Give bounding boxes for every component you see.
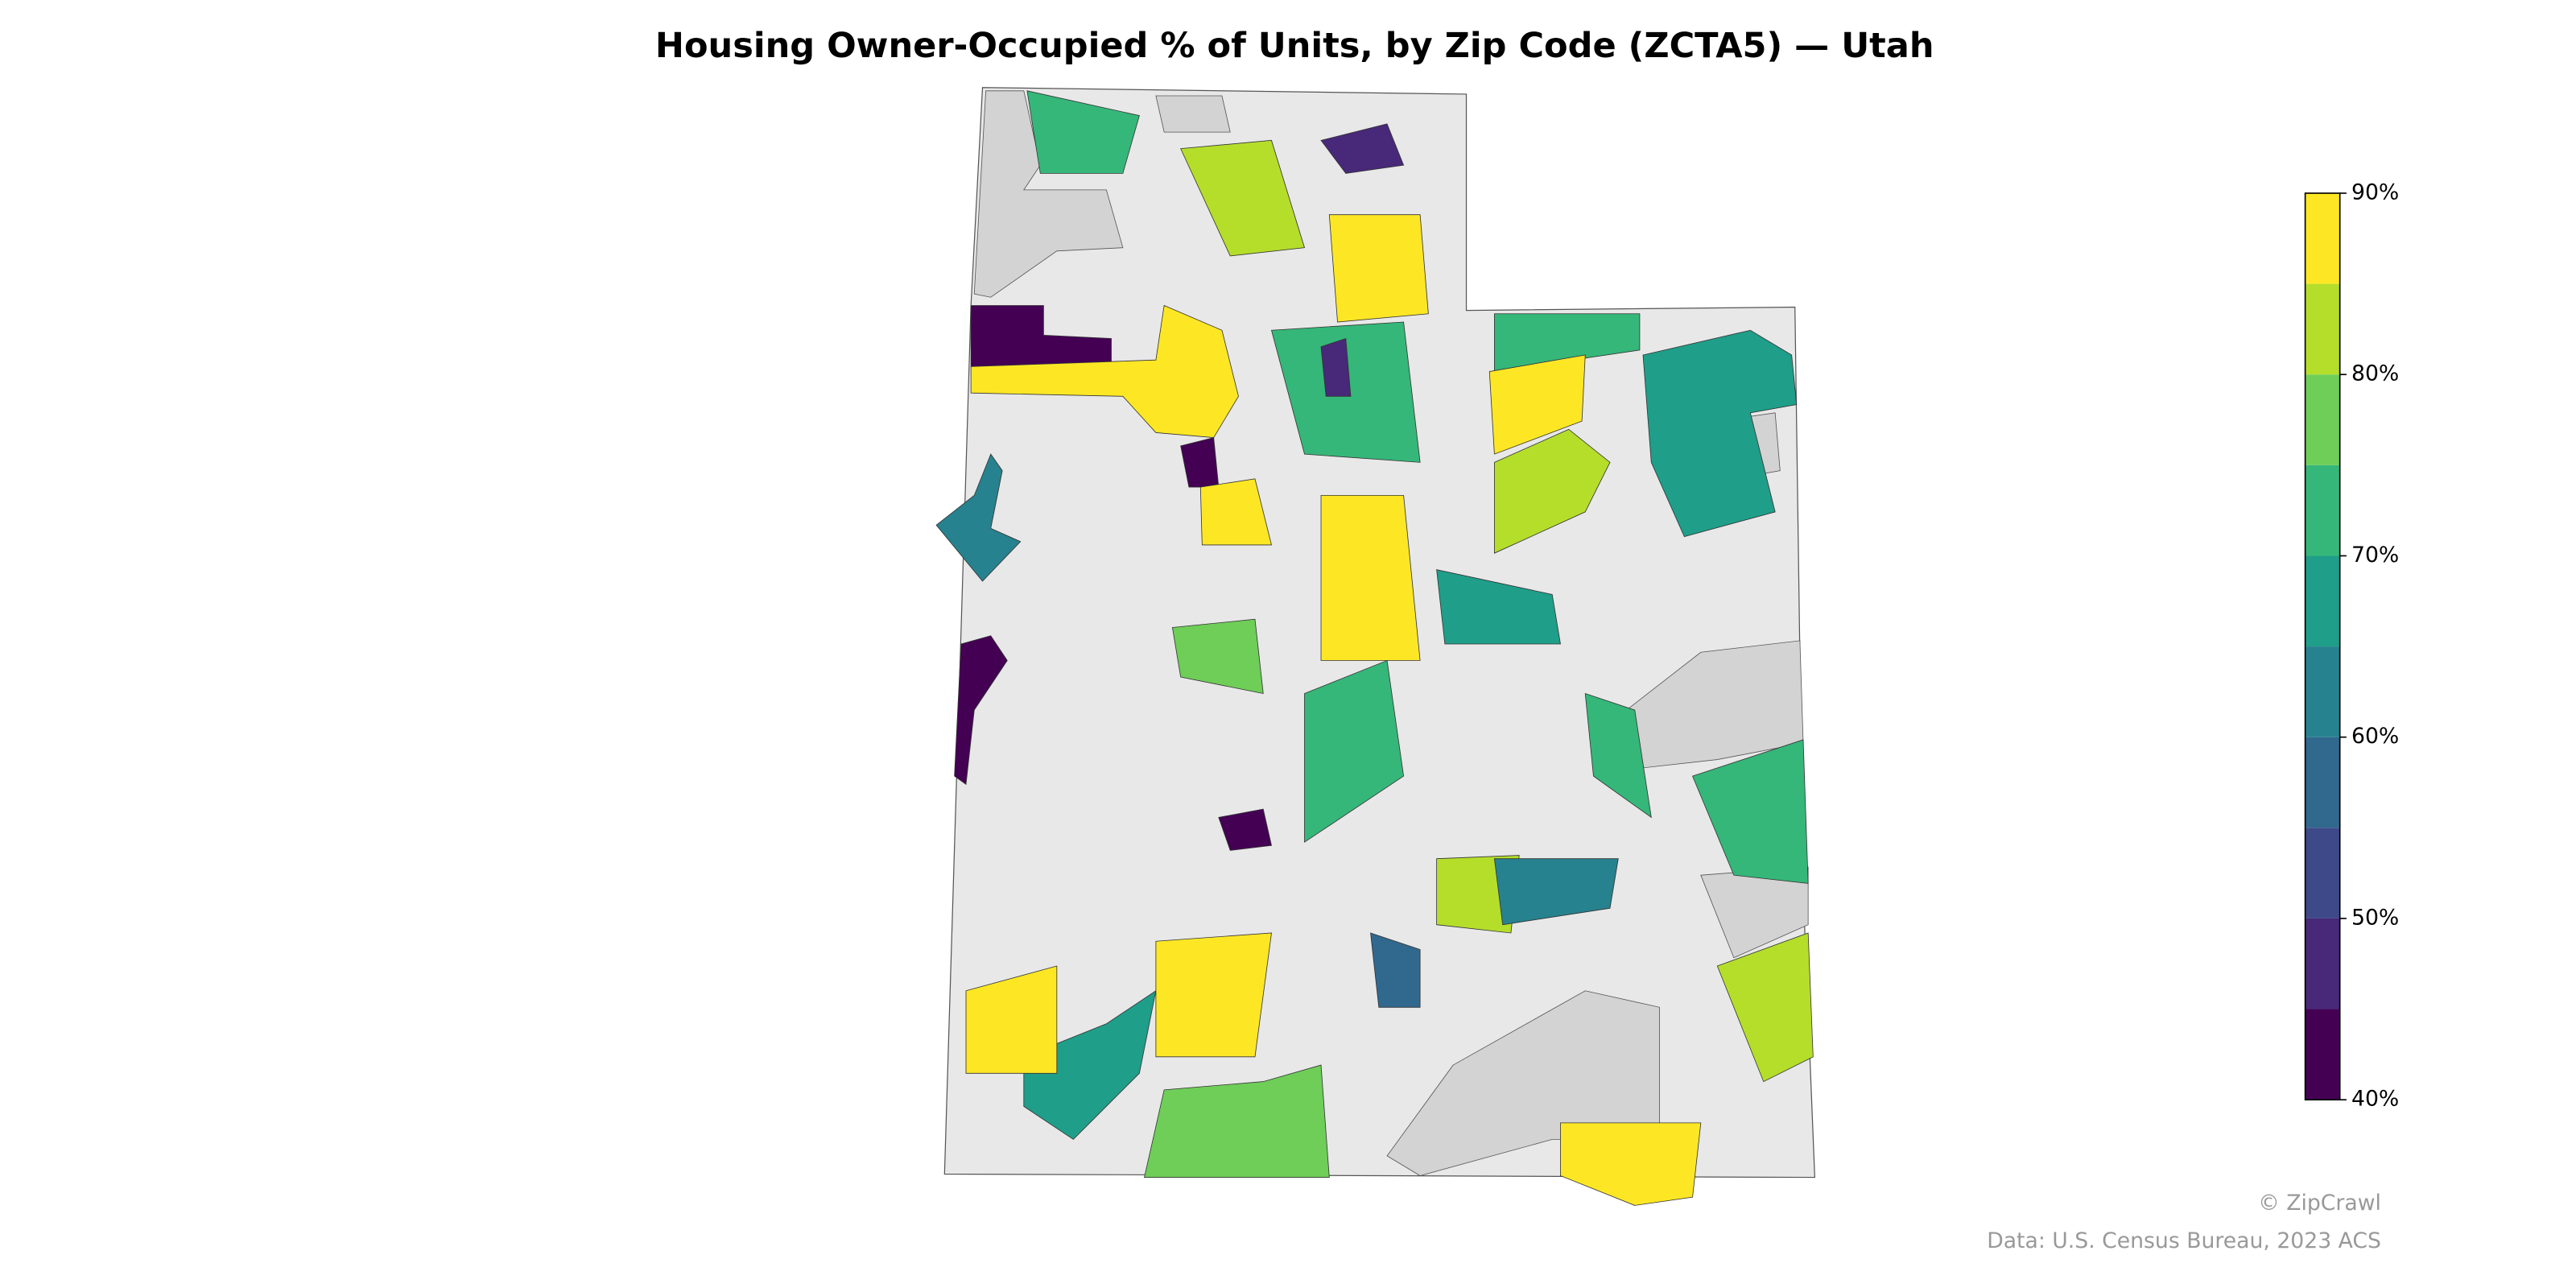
colorbar-tick-label: 70% <box>2351 543 2399 568</box>
zip-region <box>1320 337 1352 397</box>
zip-region <box>1218 808 1272 851</box>
colorbar-tick-label: 80% <box>2351 361 2399 386</box>
colorbar: 40% 50% 60% 70% 80% 90% <box>2304 180 2399 1112</box>
colorbar-frame <box>2304 192 2341 1100</box>
zip-regions <box>935 90 1814 1206</box>
map-title: Housing Owner-Occupied % of Units, by Zi… <box>655 26 1934 66</box>
zip-region <box>1144 1064 1330 1178</box>
zip-region <box>1199 478 1273 546</box>
zip-region <box>1155 932 1272 1058</box>
colorbar-tick-label: 90% <box>2351 180 2399 205</box>
colorbar-bin <box>2305 828 2340 919</box>
zip-region <box>1171 618 1264 695</box>
colorbar-bin <box>2305 918 2340 1009</box>
colorbar-tick-label: 50% <box>2351 905 2399 930</box>
zip-region <box>954 635 1008 786</box>
zip-region <box>1642 329 1798 538</box>
zip-region <box>1320 494 1421 661</box>
credit: © ZipCrawl <box>2258 1191 2381 1216</box>
zip-region <box>1560 1122 1702 1206</box>
zip-region <box>1026 90 1140 174</box>
zip-region <box>1716 932 1814 1083</box>
colorbar-bin <box>2305 374 2340 465</box>
colorbar-bin <box>2305 737 2340 828</box>
colorbar-bin <box>2305 193 2340 284</box>
zip-region <box>1584 692 1652 819</box>
zip-region <box>1304 659 1405 843</box>
zip-region <box>935 453 1022 582</box>
colorbar-bin <box>2305 1009 2340 1100</box>
zip-region <box>1370 932 1421 1008</box>
zip-region <box>1320 123 1405 174</box>
colorbar-bin <box>2305 646 2340 737</box>
zip-region <box>1493 858 1619 926</box>
colorbar-bin <box>2305 464 2340 556</box>
zip-region <box>1692 739 1809 884</box>
zip-region <box>1488 354 1586 455</box>
zip-region <box>1436 569 1561 645</box>
zip-region <box>1493 428 1611 554</box>
zip-region <box>1328 214 1429 323</box>
colorbar-tick-label: 40% <box>2351 1087 2399 1112</box>
zip-region <box>1493 313 1641 373</box>
zip-region <box>970 304 1239 439</box>
zip-region <box>1023 989 1157 1140</box>
zip-region <box>1180 139 1306 257</box>
colorbar-bin <box>2305 555 2340 647</box>
colorbar-tick-label: 60% <box>2351 724 2399 749</box>
colorbar-bin <box>2305 283 2340 375</box>
source: Data: U.S. Census Bureau, 2023 ACS <box>1987 1228 2381 1253</box>
zip-region <box>965 965 1058 1074</box>
